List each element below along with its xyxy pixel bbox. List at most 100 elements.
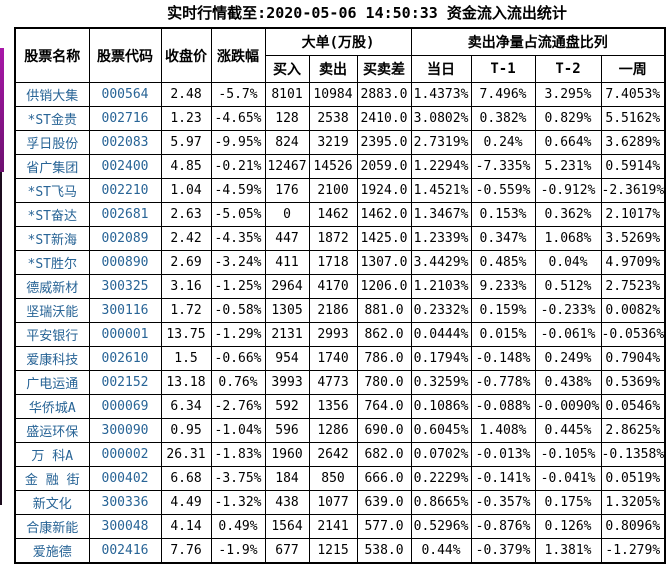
- cell-name[interactable]: *ST飞马: [14, 178, 90, 203]
- cell-code[interactable]: 002400: [88, 154, 162, 179]
- cell-code[interactable]: 002083: [88, 130, 162, 155]
- cell-t1: 1.408%: [470, 418, 536, 443]
- cell-close: 0.95: [160, 418, 212, 443]
- cell-change: -1.83%: [210, 442, 266, 467]
- cell-week: 2.7523%: [600, 274, 666, 299]
- cell-close: 1.72: [160, 298, 212, 323]
- cell-buy: 1305: [264, 298, 310, 323]
- cell-name[interactable]: 省广集团: [14, 154, 90, 179]
- table-row: 新文化 300336 4.49 -1.32% 438 1077 639.0 0.8665% -0…: [14, 490, 666, 515]
- cell-diff: 786.0: [356, 346, 412, 371]
- cell-buy: 824: [264, 130, 310, 155]
- cell-close: 5.97: [160, 130, 212, 155]
- cell-sell: 1286: [308, 418, 358, 443]
- cell-close: 3.16: [160, 274, 212, 299]
- cell-close: 4.85: [160, 154, 212, 179]
- cell-code[interactable]: 300048: [88, 514, 162, 539]
- cell-code[interactable]: 300336: [88, 490, 162, 515]
- cell-code[interactable]: 002610: [88, 346, 162, 371]
- cell-code[interactable]: 000402: [88, 466, 162, 491]
- table-row: 合康新能 300048 4.14 0.49% 1564 2141 577.0 0.5296% -…: [14, 514, 666, 539]
- cell-code[interactable]: 002152: [88, 370, 162, 395]
- cell-close: 2.48: [160, 82, 212, 107]
- cell-name[interactable]: 新文化: [14, 490, 90, 515]
- cell-change: -0.21%: [210, 154, 266, 179]
- cell-name[interactable]: 供销大集: [14, 82, 90, 107]
- cell-code[interactable]: 000890: [88, 250, 162, 275]
- cell-close: 6.68: [160, 466, 212, 491]
- cell-buy: 411: [264, 250, 310, 275]
- cell-week: 0.5369%: [600, 370, 666, 395]
- cell-close: 1.5: [160, 346, 212, 371]
- cell-diff: 577.0: [356, 514, 412, 539]
- cell-day: 1.2294%: [410, 154, 472, 179]
- cell-week: 1.3205%: [600, 490, 666, 515]
- cell-diff: 1307.0: [356, 250, 412, 275]
- cell-code[interactable]: 000001: [88, 322, 162, 347]
- cell-name[interactable]: *ST奋达: [14, 202, 90, 227]
- cell-name[interactable]: 平安银行: [14, 322, 90, 347]
- cell-t2: 0.438%: [534, 370, 602, 395]
- cell-code[interactable]: 002681: [88, 202, 162, 227]
- cell-code[interactable]: 300325: [88, 274, 162, 299]
- cell-code[interactable]: 002089: [88, 226, 162, 251]
- cell-code[interactable]: 002716: [88, 106, 162, 131]
- cell-change: -4.35%: [210, 226, 266, 251]
- cell-name[interactable]: 孚日股份: [14, 130, 90, 155]
- cell-code[interactable]: 000002: [88, 442, 162, 467]
- cell-close: 1.04: [160, 178, 212, 203]
- cell-t2: 0.04%: [534, 250, 602, 275]
- cell-code[interactable]: 000564: [88, 82, 162, 107]
- table-row: 爱康科技 002610 1.5 -0.66% 954 1740 786.0 0.1794% -0…: [14, 346, 666, 371]
- table-row: 孚日股份 002083 5.97 -9.95% 824 3219 2395.0 2.7319%…: [14, 130, 666, 155]
- cell-buy: 128: [264, 106, 310, 131]
- cell-day: 0.8665%: [410, 490, 472, 515]
- cell-name[interactable]: 德威新材: [14, 274, 90, 299]
- cell-buy: 12467: [264, 154, 310, 179]
- cell-code[interactable]: 002210: [88, 178, 162, 203]
- cell-day: 1.2103%: [410, 274, 472, 299]
- cell-change: -2.76%: [210, 394, 266, 419]
- cell-name[interactable]: 万 科A: [14, 442, 90, 467]
- cell-code[interactable]: 002416: [88, 538, 162, 564]
- table-row: 平安银行 000001 13.75 -1.29% 2131 2993 862.0 0.0444…: [14, 322, 666, 347]
- cell-name[interactable]: 盛运环保: [14, 418, 90, 443]
- table-row: *ST奋达 002681 2.63 -5.05% 0 1462 1462.0 1.3467% 0…: [14, 202, 666, 227]
- cell-week: -0.0536%: [600, 322, 666, 347]
- cell-name[interactable]: 坚瑞沃能: [14, 298, 90, 323]
- cell-sell: 10984: [308, 82, 358, 107]
- cell-week: -1.279%: [600, 538, 666, 564]
- cell-sell: 1872: [308, 226, 358, 251]
- report-title: 实时行情截至:2020-05-06 14:50:33 资金流入流出统计: [167, 4, 567, 22]
- cell-t1: -0.013%: [470, 442, 536, 467]
- cell-week: -0.1358%: [600, 442, 666, 467]
- header-group-net-sell-ratio: 卖出净量占流通盘比列: [410, 27, 666, 56]
- cell-diff: 666.0: [356, 466, 412, 491]
- cell-name[interactable]: 合康新能: [14, 514, 90, 539]
- cell-name[interactable]: *ST胜尔: [14, 250, 90, 275]
- cell-code[interactable]: 000069: [88, 394, 162, 419]
- cell-diff: 881.0: [356, 298, 412, 323]
- table-row: *ST金贵 002716 1.23 -4.65% 128 2538 2410.0 3.0802…: [14, 106, 666, 131]
- cell-t2: 5.231%: [534, 154, 602, 179]
- table-row: *ST飞马 002210 1.04 -4.59% 176 2100 1924.0 1.4521…: [14, 178, 666, 203]
- cell-name[interactable]: 金 融 街: [14, 466, 90, 491]
- cell-code[interactable]: 300090: [88, 418, 162, 443]
- cell-change: -3.75%: [210, 466, 266, 491]
- cell-code[interactable]: 300116: [88, 298, 162, 323]
- cell-buy: 438: [264, 490, 310, 515]
- cell-week: 7.4053%: [600, 82, 666, 107]
- table-row: 广电运通 002152 13.18 0.76% 3993 4773 780.0 0.3259%…: [14, 370, 666, 395]
- window-edge-bar-lower: [0, 172, 2, 505]
- cell-t2: 1.068%: [534, 226, 602, 251]
- cell-name[interactable]: 华侨城A: [14, 394, 90, 419]
- cell-name[interactable]: 爱施德: [14, 538, 90, 564]
- cell-name[interactable]: 爱康科技: [14, 346, 90, 371]
- cell-name[interactable]: 广电运通: [14, 370, 90, 395]
- cell-name[interactable]: *ST金贵: [14, 106, 90, 131]
- cell-sell: 1215: [308, 538, 358, 564]
- header-week: 一周: [600, 55, 666, 83]
- cell-diff: 1924.0: [356, 178, 412, 203]
- cell-change: 0.49%: [210, 514, 266, 539]
- cell-name[interactable]: *ST新海: [14, 226, 90, 251]
